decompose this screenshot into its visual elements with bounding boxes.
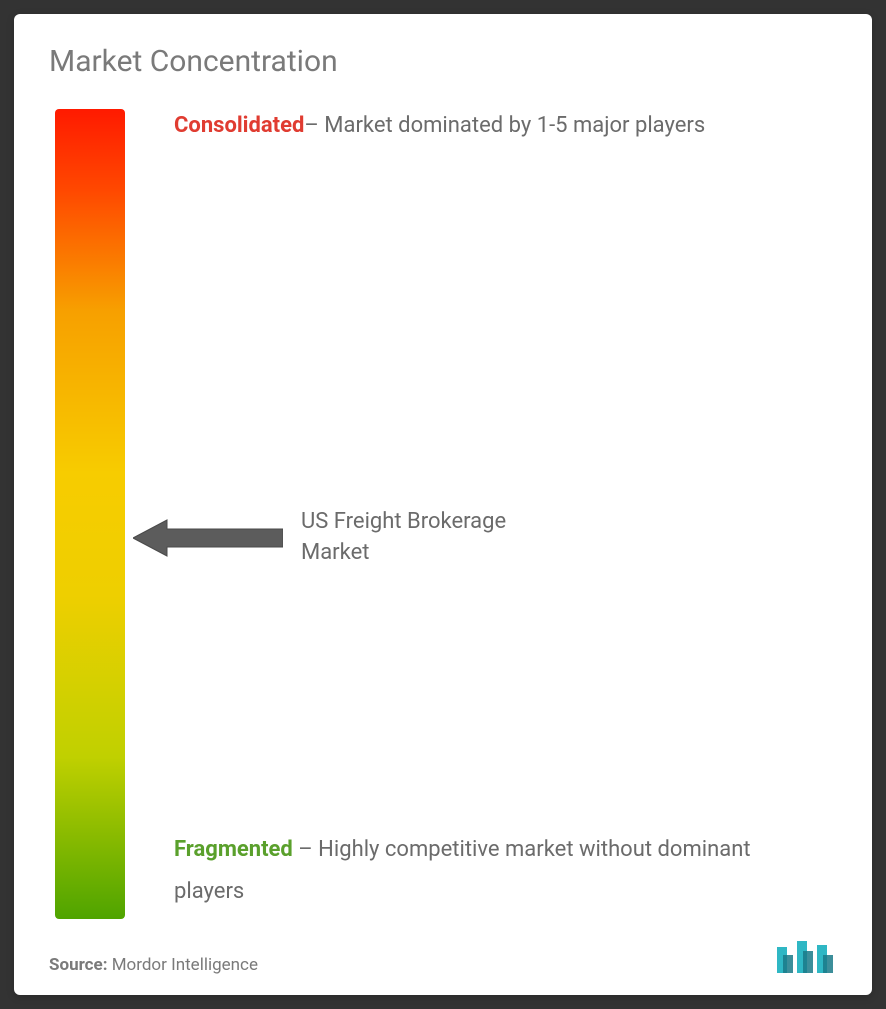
card: Market Concentration Consolidated– Marke… xyxy=(14,14,872,995)
mordor-logo-icon xyxy=(775,937,837,975)
pointer-label: US Freight Brokerage Market xyxy=(301,507,561,569)
footer: Source: Mordor Intelligence xyxy=(49,937,837,975)
source-line: Source: Mordor Intelligence xyxy=(49,955,258,975)
fragmented-term: Fragmented xyxy=(174,837,293,862)
gradient-scale-bar xyxy=(55,109,125,919)
pointer-group: US Freight Brokerage Market xyxy=(133,507,561,569)
source-value: Mordor Intelligence xyxy=(107,955,257,975)
chart-title: Market Concentration xyxy=(49,44,837,79)
consolidated-term: Consolidated xyxy=(174,113,304,138)
consolidated-label: Consolidated– Market dominated by 1-5 ma… xyxy=(174,105,705,147)
source-label: Source: xyxy=(49,955,107,975)
fragmented-label: Fragmented – Highly competitive market w… xyxy=(174,829,817,913)
consolidated-desc: – Market dominated by 1-5 major players xyxy=(304,113,705,138)
pointer-arrow-icon xyxy=(133,518,283,558)
content-area: Consolidated– Market dominated by 1-5 ma… xyxy=(49,109,837,925)
